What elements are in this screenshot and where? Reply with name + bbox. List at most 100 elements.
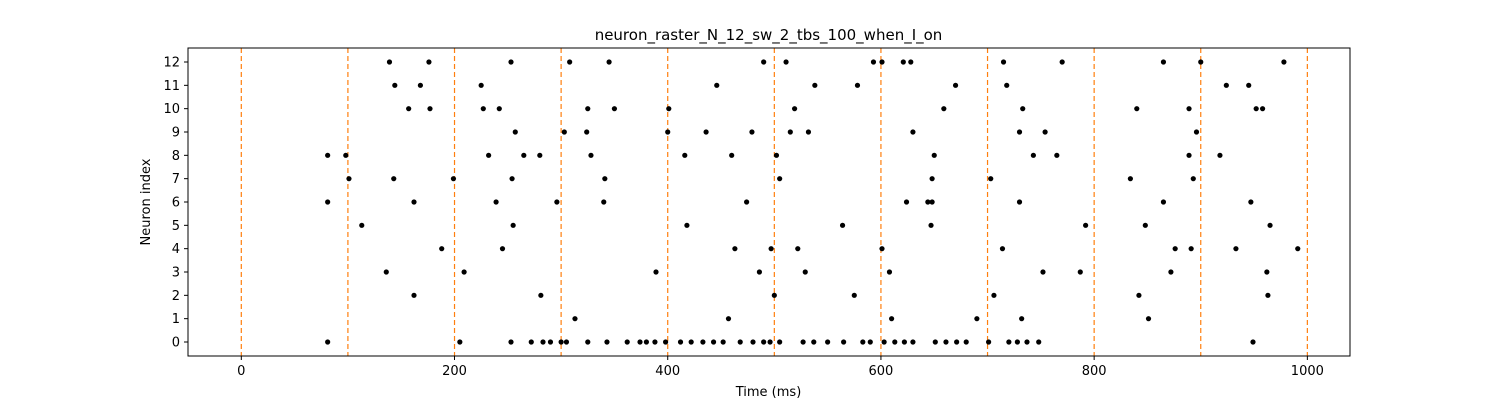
spike-point	[1036, 339, 1042, 345]
y-tick-label: 12	[163, 56, 180, 71]
spike-point	[1040, 269, 1046, 275]
spike-point	[1019, 316, 1025, 322]
spike-point	[851, 292, 857, 298]
spike-point	[528, 339, 534, 345]
spike-point	[729, 152, 735, 158]
spike-point	[601, 199, 607, 205]
spike-point	[662, 339, 669, 345]
spike-point	[777, 176, 783, 182]
spike-point	[450, 176, 457, 182]
spike-point	[910, 129, 916, 135]
spike-point	[910, 339, 916, 345]
spike-point	[461, 269, 467, 275]
spike-point	[537, 152, 543, 158]
spike-point	[805, 129, 812, 135]
spike-point	[480, 106, 486, 112]
spike-point	[411, 199, 417, 205]
spike-point	[486, 152, 492, 158]
spike-point	[795, 246, 801, 252]
spike-point	[427, 106, 433, 112]
spike-point	[343, 152, 349, 158]
spike-point	[540, 339, 546, 345]
spike-point	[1142, 222, 1148, 228]
spike-point	[346, 176, 352, 182]
spike-point	[386, 59, 393, 65]
spike-point	[359, 222, 365, 228]
spike-point	[391, 176, 397, 182]
spike-point	[1030, 152, 1036, 158]
x-tick-label: 400	[655, 364, 680, 379]
spike-point	[567, 59, 573, 65]
spike-point	[811, 339, 817, 345]
spike-point	[1223, 82, 1229, 88]
spike-point	[383, 269, 389, 275]
spike-point	[1042, 129, 1048, 135]
y-tick-label: 11	[163, 79, 180, 94]
spike-point	[737, 339, 743, 345]
spike-point	[1127, 176, 1133, 182]
spike-point	[512, 129, 518, 135]
y-tick-label: 5	[172, 219, 180, 234]
spike-point	[563, 339, 570, 345]
spike-point	[325, 199, 331, 205]
spike-point	[325, 152, 331, 158]
spike-point	[499, 246, 506, 252]
spike-point	[879, 59, 885, 65]
spike-point	[457, 339, 463, 345]
spike-point	[637, 339, 643, 345]
spike-point	[725, 316, 732, 322]
spike-point	[800, 339, 806, 345]
spike-point	[325, 339, 331, 345]
spike-point	[1136, 292, 1142, 298]
spike-point	[720, 339, 726, 345]
spike-point	[991, 292, 997, 298]
spike-point	[684, 222, 690, 228]
spike-point	[406, 106, 412, 112]
spike-point	[558, 339, 564, 345]
y-axis-label: Neuron index	[139, 158, 154, 245]
spike-point	[929, 176, 935, 182]
spike-point	[908, 59, 914, 65]
y-tick-label: 3	[172, 266, 180, 281]
spike-point	[954, 339, 960, 345]
spike-point	[761, 59, 767, 65]
spike-point	[839, 222, 846, 228]
y-tick-label: 1	[172, 312, 180, 327]
spike-point	[1016, 129, 1023, 135]
spike-point	[768, 246, 774, 252]
spike-point	[1160, 59, 1167, 65]
spike-point	[521, 152, 527, 158]
spike-point	[732, 246, 738, 252]
spike-point	[493, 199, 499, 205]
spike-point	[1083, 222, 1089, 228]
spike-point	[714, 82, 720, 88]
spike-point	[585, 106, 591, 112]
spike-point	[879, 246, 885, 252]
spike-point	[943, 339, 949, 345]
spike-point	[825, 339, 831, 345]
spike-point	[812, 82, 818, 88]
spike-points	[325, 59, 1301, 345]
spike-point	[787, 129, 793, 135]
spike-point	[703, 129, 709, 135]
spike-point	[547, 339, 554, 345]
y-tick-label: 4	[172, 242, 180, 257]
spike-point	[963, 339, 969, 345]
spike-point	[802, 269, 808, 275]
spike-point	[653, 269, 659, 275]
spike-point	[508, 59, 514, 65]
spike-point	[881, 339, 887, 345]
spike-point	[929, 199, 935, 205]
spike-point	[1248, 199, 1254, 205]
x-tick-label: 600	[869, 364, 894, 379]
spike-point	[1250, 339, 1256, 345]
spike-point	[1004, 82, 1010, 88]
spike-point	[611, 106, 618, 112]
spike-point	[1006, 339, 1012, 345]
spike-point	[1198, 59, 1204, 65]
spike-point	[665, 129, 671, 135]
spike-point	[952, 82, 959, 88]
spike-point	[1145, 316, 1152, 322]
